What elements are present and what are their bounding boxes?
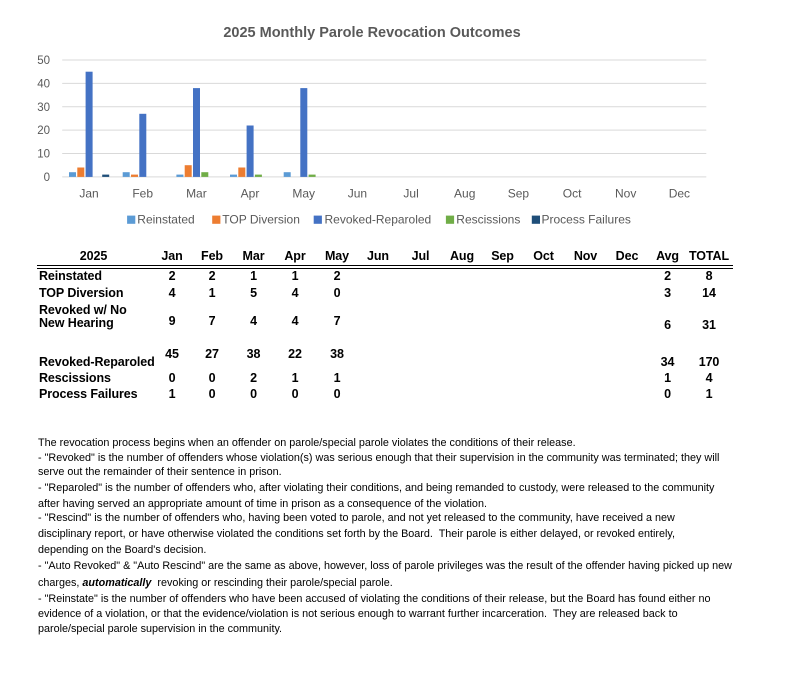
svg-text:May: May	[292, 187, 315, 201]
svg-text:TOP Diversion: TOP Diversion	[222, 213, 300, 227]
svg-text:Jan: Jan	[79, 187, 98, 201]
svg-text:Dec: Dec	[669, 187, 690, 201]
svg-text:Nov: Nov	[615, 187, 636, 201]
svg-text:50: 50	[37, 55, 50, 67]
svg-text:Mar: Mar	[186, 187, 207, 201]
svg-text:Revoked-Reparoled: Revoked-Reparoled	[325, 213, 432, 227]
svg-text:Sep: Sep	[508, 187, 530, 201]
svg-text:Feb: Feb	[132, 187, 153, 201]
svg-text:Aug: Aug	[454, 187, 475, 201]
svg-text:0: 0	[44, 172, 50, 184]
svg-text:Oct: Oct	[563, 187, 582, 201]
svg-text:Jun: Jun	[348, 187, 367, 201]
svg-text:Apr: Apr	[241, 187, 260, 201]
svg-text:Reinstated: Reinstated	[137, 213, 194, 227]
svg-text:Rescissions: Rescissions	[456, 213, 520, 227]
svg-text:20: 20	[37, 125, 50, 137]
svg-text:Process Failures: Process Failures	[542, 213, 631, 227]
svg-text:Jul: Jul	[403, 187, 418, 201]
svg-text:10: 10	[37, 149, 50, 161]
svg-text:40: 40	[37, 78, 50, 90]
svg-text:30: 30	[37, 102, 50, 114]
